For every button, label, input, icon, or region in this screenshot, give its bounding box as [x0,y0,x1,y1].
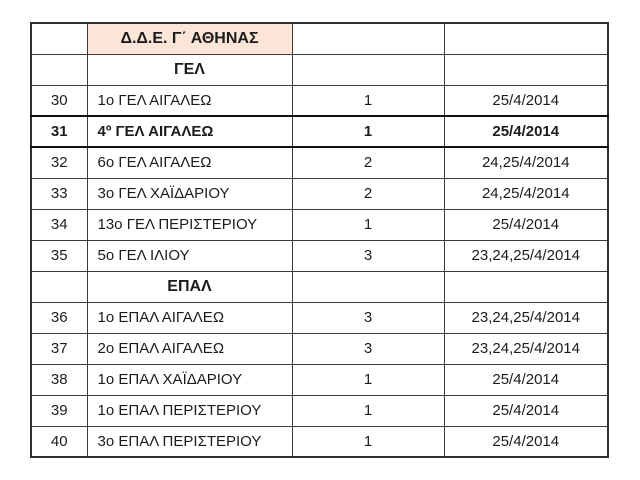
empty-cell [30,270,88,303]
exam-dates: 25/4/2014 [443,115,609,148]
empty-cell [291,22,445,55]
table-row: 38 1ο ΕΠΑΛ ΧΑΪΔΑΡΙΟΥ 1 25/4/2014 [30,363,609,396]
school-name: 1ο ΕΠΑΛ ΑΙΓΑΛΕΩ [86,301,293,334]
exam-days-count: 2 [291,146,445,179]
empty-cell [443,22,609,55]
table-row: 36 1ο ΕΠΑΛ ΑΙΓΑΛΕΩ 3 23,24,25/4/2014 [30,301,609,334]
section-label: ΓΕΛ [86,53,293,86]
row-number: 37 [30,332,88,365]
exam-days-count: 1 [291,84,445,117]
table-row: 37 2ο ΕΠΑΛ ΑΙΓΑΛΕΩ 3 23,24,25/4/2014 [30,332,609,365]
empty-cell [291,53,445,86]
district-title: Δ.Δ.Ε. Γ΄ ΑΘΗΝΑΣ [86,22,293,55]
section-row-epal: ΕΠΑΛ [30,270,609,303]
empty-cell [443,270,609,303]
empty-cell [30,53,88,86]
row-number: 31 [30,115,88,148]
exam-schedule-table: Δ.Δ.Ε. Γ΄ ΑΘΗΝΑΣ ΓΕΛ 30 1ο ΓΕΛ ΑΙΓΑΛΕΩ 1… [30,22,609,458]
exam-days-count: 3 [291,332,445,365]
table-row: 33 3ο ΓΕΛ ΧΑΪΔΑΡΙΟΥ 2 24,25/4/2014 [30,177,609,210]
row-number: 39 [30,394,88,427]
school-name: 1ο ΓΕΛ ΑΙΓΑΛΕΩ [86,84,293,117]
table-row: 32 6ο ΓΕΛ ΑΙΓΑΛΕΩ 2 24,25/4/2014 [30,146,609,179]
exam-dates: 24,25/4/2014 [443,177,609,210]
row-number: 38 [30,363,88,396]
exam-dates: 25/4/2014 [443,394,609,427]
section-row-gel: ΓΕΛ [30,53,609,86]
table-row: 30 1ο ΓΕΛ ΑΙΓΑΛΕΩ 1 25/4/2014 [30,84,609,117]
school-name: 1ο ΕΠΑΛ ΠΕΡΙΣΤΕΡΙΟΥ [86,394,293,427]
row-number: 33 [30,177,88,210]
exam-dates: 25/4/2014 [443,425,609,458]
empty-cell [291,270,445,303]
school-name: 1ο ΕΠΑΛ ΧΑΪΔΑΡΙΟΥ [86,363,293,396]
row-number: 32 [30,146,88,179]
school-name: 3ο ΕΠΑΛ ΠΕΡΙΣΤΕΡΙΟΥ [86,425,293,458]
table-row-highlighted: 31 4º ΓΕΛ ΑΙΓΑΛΕΩ 1 25/4/2014 [30,115,609,148]
school-name: 13ο ΓΕΛ ΠΕΡΙΣΤΕΡΙΟΥ [86,208,293,241]
row-number: 30 [30,84,88,117]
exam-days-count: 2 [291,177,445,210]
row-number: 36 [30,301,88,334]
exam-days-count: 1 [291,115,445,148]
district-header-row: Δ.Δ.Ε. Γ΄ ΑΘΗΝΑΣ [30,22,609,55]
row-number: 35 [30,239,88,272]
exam-dates: 25/4/2014 [443,208,609,241]
exam-days-count: 1 [291,394,445,427]
school-name: 2ο ΕΠΑΛ ΑΙΓΑΛΕΩ [86,332,293,365]
exam-dates: 25/4/2014 [443,84,609,117]
school-name: 6ο ΓΕΛ ΑΙΓΑΛΕΩ [86,146,293,179]
table-row: 40 3ο ΕΠΑΛ ΠΕΡΙΣΤΕΡΙΟΥ 1 25/4/2014 [30,425,609,458]
table-row: 34 13ο ΓΕΛ ΠΕΡΙΣΤΕΡΙΟΥ 1 25/4/2014 [30,208,609,241]
empty-cell [443,53,609,86]
exam-days-count: 1 [291,363,445,396]
exam-dates: 23,24,25/4/2014 [443,239,609,272]
exam-days-count: 1 [291,425,445,458]
school-name: 5ο ΓΕΛ ΙΛΙΟΥ [86,239,293,272]
row-number: 40 [30,425,88,458]
exam-days-count: 3 [291,239,445,272]
school-name: 4º ΓΕΛ ΑΙΓΑΛΕΩ [86,115,293,148]
exam-dates: 23,24,25/4/2014 [443,332,609,365]
empty-cell [30,22,88,55]
exam-dates: 24,25/4/2014 [443,146,609,179]
exam-days-count: 1 [291,208,445,241]
exam-days-count: 3 [291,301,445,334]
exam-dates: 25/4/2014 [443,363,609,396]
exam-dates: 23,24,25/4/2014 [443,301,609,334]
row-number: 34 [30,208,88,241]
table-row: 35 5ο ΓΕΛ ΙΛΙΟΥ 3 23,24,25/4/2014 [30,239,609,272]
section-label: ΕΠΑΛ [86,270,293,303]
table-row: 39 1ο ΕΠΑΛ ΠΕΡΙΣΤΕΡΙΟΥ 1 25/4/2014 [30,394,609,427]
school-name: 3ο ΓΕΛ ΧΑΪΔΑΡΙΟΥ [86,177,293,210]
